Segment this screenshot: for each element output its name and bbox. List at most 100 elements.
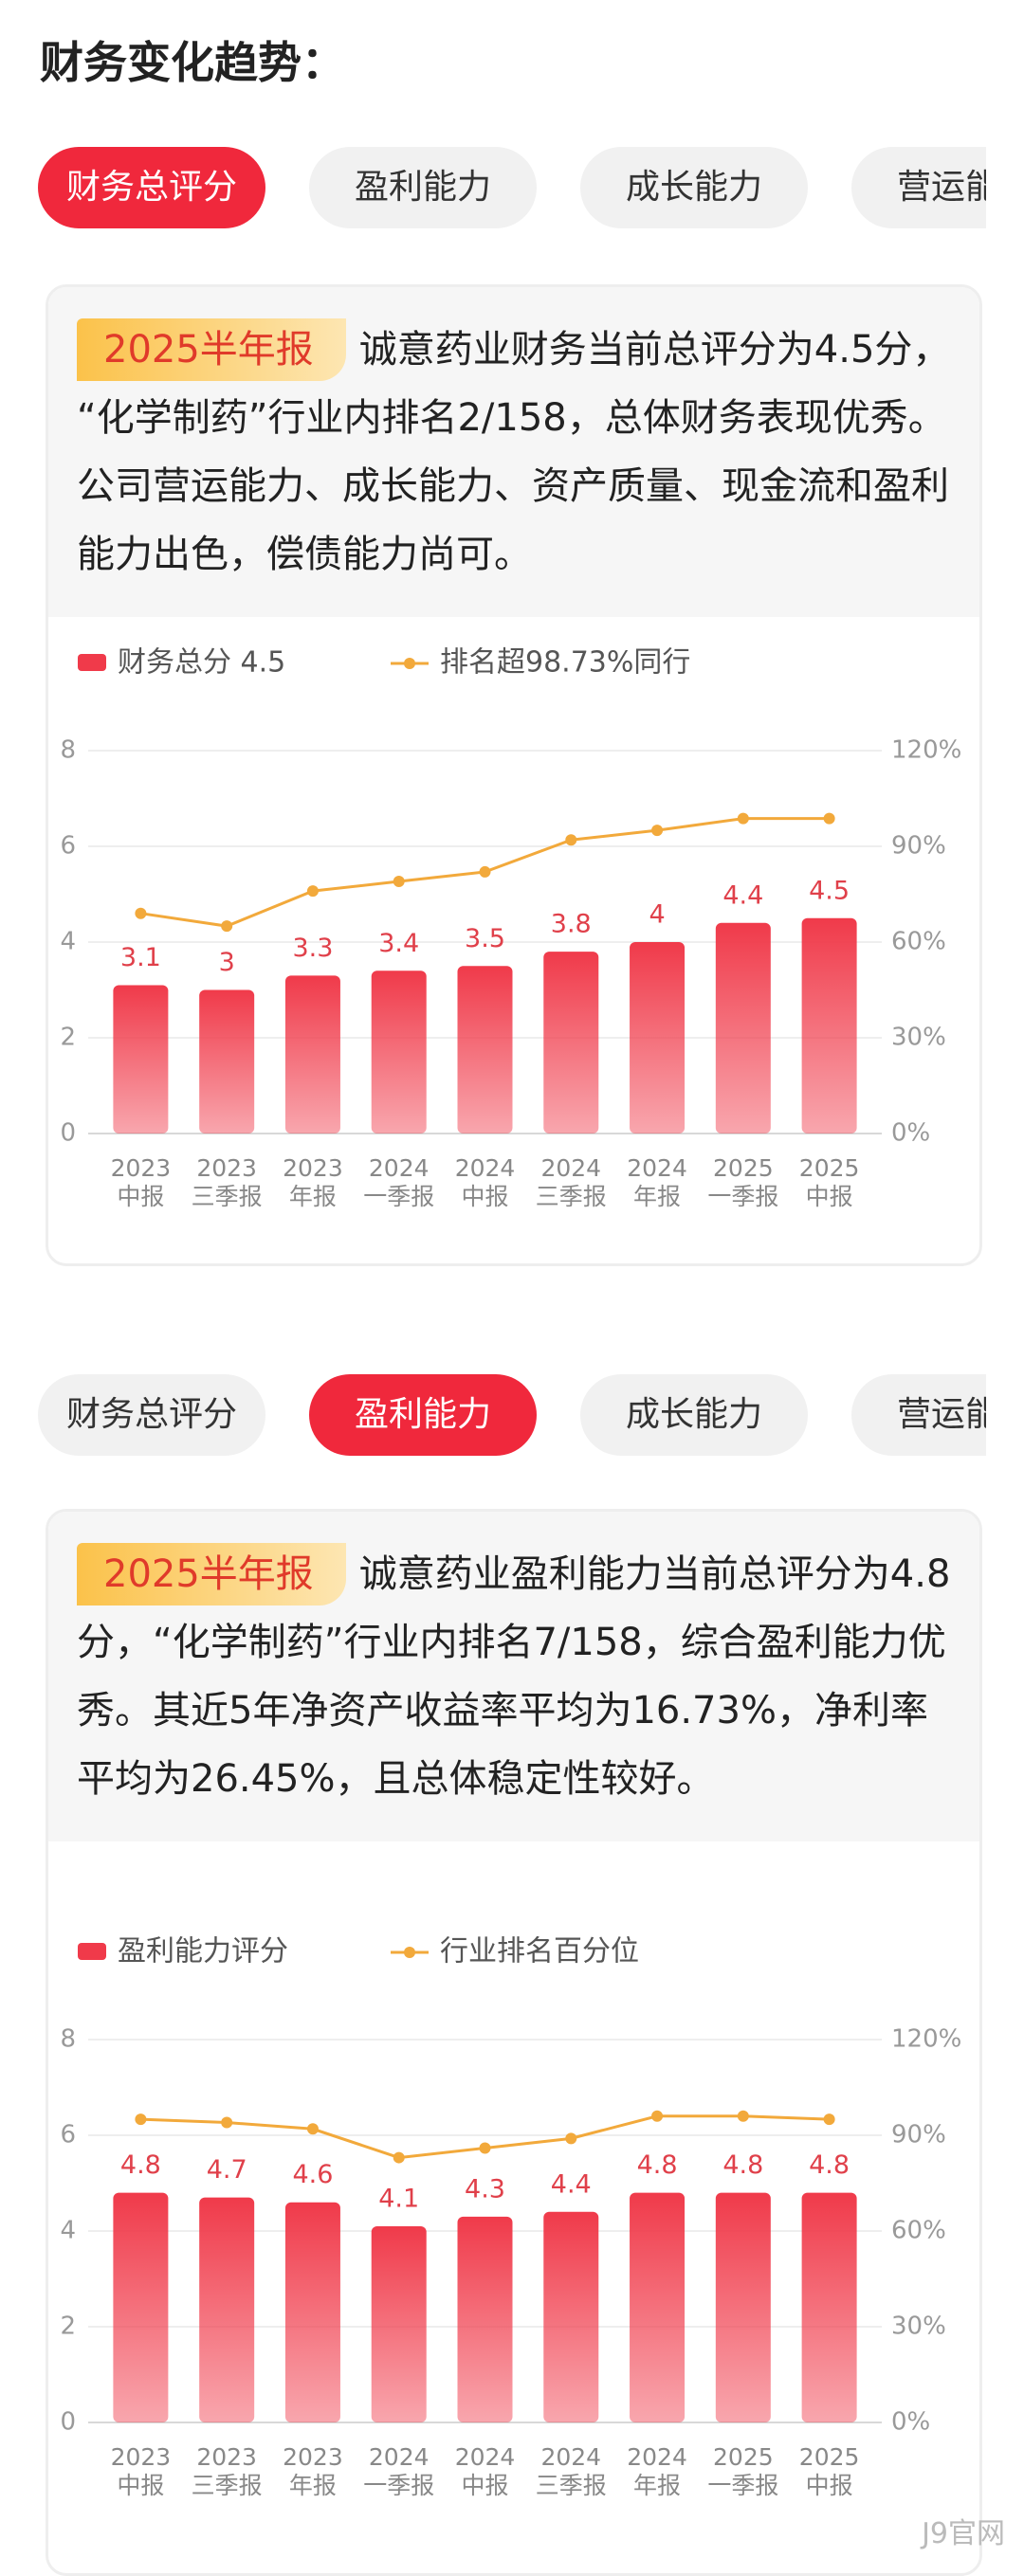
x-tick-label: 2023	[283, 1154, 343, 1182]
line-point	[565, 2132, 577, 2145]
x-tick-label: 中报	[806, 2472, 853, 2499]
bar	[715, 922, 771, 1134]
x-tick-label: 2024	[369, 1154, 430, 1182]
bar	[371, 971, 427, 1134]
y-tick-label: 8	[60, 2025, 76, 2054]
value-label: 3.4	[378, 929, 419, 958]
y-tick-label: 2	[60, 2313, 76, 2341]
x-tick-label: 一季报	[363, 2472, 434, 2499]
y2-tick-label: 120%	[891, 736, 961, 765]
tab[interactable]: 盈利能力	[309, 147, 537, 228]
line-point	[306, 2123, 319, 2135]
tab[interactable]: 成长能力	[580, 147, 808, 228]
summary: 2025半年报 诚意药业财务当前总评分为4.5分，“化学制药”行业内排名2/158…	[48, 287, 979, 617]
x-tick-label: 年报	[289, 1183, 337, 1210]
tab-bar: 财务总评分盈利能力成长能力营运能力	[38, 147, 986, 232]
value-label: 3.1	[120, 943, 161, 972]
bar	[199, 2197, 255, 2422]
bar	[284, 975, 340, 1134]
watermark: J9官网	[922, 2517, 1005, 2550]
legend-swatch	[404, 658, 415, 669]
x-tick-label: 2025	[713, 2443, 774, 2471]
x-tick-label: 2024	[627, 1154, 687, 1182]
chart: 财务总分 4.5 排名超98.73%同行 0 2 4 6 8 0% 30% 60% 90% 120% 3…	[60, 646, 961, 1211]
tab[interactable]: 盈利能力	[309, 1374, 537, 1456]
y-tick-label: 4	[60, 2217, 76, 2245]
x-tick-label: 中报	[117, 2472, 164, 2499]
x-tick-label: 一季报	[363, 1183, 434, 1210]
x-tick-label: 2023	[111, 1154, 172, 1182]
x-tick-label: 2023	[196, 2443, 257, 2471]
value-label: 4.8	[637, 2150, 678, 2180]
bar	[113, 2192, 169, 2422]
line-point	[393, 2151, 405, 2164]
line-point	[651, 2110, 664, 2122]
y2-tick-label: 0%	[891, 2408, 930, 2437]
tab[interactable]: 财务总评分	[38, 147, 265, 228]
y-tick-label: 0	[60, 1119, 76, 1148]
value-label: 4.4	[722, 880, 763, 910]
bar	[801, 2192, 857, 2422]
bar	[457, 2216, 513, 2422]
line-point	[823, 812, 835, 825]
x-tick-label: 三季报	[192, 1183, 263, 1210]
line-point	[479, 2142, 491, 2154]
x-tick-label: 2025	[713, 1154, 774, 1182]
chart: 盈利能力评分 行业排名百分位 0 2 4 6 8 0% 30% 60% 90% 120% 4.8 2023…	[60, 1935, 961, 2500]
x-tick-label: 中报	[806, 1183, 853, 1210]
line-point	[221, 920, 233, 933]
value-label: 3	[219, 948, 235, 977]
y-tick-label: 8	[60, 736, 76, 765]
bar	[113, 985, 169, 1134]
y2-tick-label: 120%	[891, 2025, 961, 2054]
line-point	[135, 907, 147, 919]
tab[interactable]: 营运能力	[851, 147, 986, 228]
legend-swatch	[78, 1943, 106, 1960]
x-tick-label: 一季报	[707, 1183, 778, 1210]
x-tick-label: 年报	[633, 1183, 681, 1210]
line-point	[479, 865, 491, 878]
line-point	[737, 812, 749, 825]
bar	[630, 942, 686, 1134]
x-tick-label: 2023	[283, 2443, 343, 2471]
line-point	[306, 885, 319, 898]
bar	[457, 966, 513, 1134]
summary: 2025半年报 诚意药业盈利能力当前总评分为4.8分，“化学制药”行业内排名7/1…	[48, 1512, 979, 1841]
bar	[715, 2192, 771, 2422]
x-tick-label: 三季报	[536, 2472, 607, 2499]
y-tick-label: 4	[60, 928, 76, 956]
value-label: 4.1	[378, 2184, 419, 2213]
line-point	[565, 834, 577, 846]
x-tick-label: 2024	[455, 1154, 516, 1182]
legend-label: 盈利能力评分	[118, 1935, 288, 1968]
x-tick-label: 2024	[455, 2443, 516, 2471]
value-label: 4.4	[551, 2169, 592, 2199]
x-tick-label: 一季报	[707, 2472, 778, 2499]
summary-text: 诚意药业盈利能力当前总评分为4.8分，“化学制药”行业内排名7/158，综合盈利…	[77, 1552, 951, 1801]
x-tick-label: 2024	[627, 2443, 687, 2471]
tab[interactable]: 财务总评分	[38, 1374, 265, 1456]
bar	[199, 989, 255, 1134]
x-tick-label: 2024	[540, 2443, 601, 2471]
line-point	[823, 2113, 835, 2126]
bar	[371, 2225, 427, 2422]
value-label: 3.5	[465, 924, 505, 953]
x-tick-label: 2025	[799, 1154, 860, 1182]
tab[interactable]: 成长能力	[580, 1374, 808, 1456]
line-point	[135, 2113, 147, 2126]
x-tick-label: 中报	[117, 1183, 164, 1210]
x-tick-label: 2025	[799, 2443, 860, 2471]
x-tick-label: 中报	[461, 2472, 508, 2499]
summary-text: 诚意药业财务当前总评分为4.5分，“化学制药”行业内排名2/158，总体财务表现…	[77, 328, 951, 576]
x-tick-label: 2024	[540, 1154, 601, 1182]
x-tick-label: 2024	[369, 2443, 430, 2471]
legend-swatch	[404, 1947, 415, 1958]
y-tick-label: 6	[60, 2121, 76, 2150]
tab-bar: 财务总评分盈利能力成长能力营运能力	[38, 1374, 986, 1460]
legend-label: 排名超98.73%同行	[440, 646, 690, 680]
page-title: 财务变化趋势：	[40, 37, 345, 88]
y2-tick-label: 60%	[891, 928, 946, 956]
value-label: 4.6	[292, 2160, 333, 2189]
tab[interactable]: 营运能力	[851, 1374, 986, 1456]
